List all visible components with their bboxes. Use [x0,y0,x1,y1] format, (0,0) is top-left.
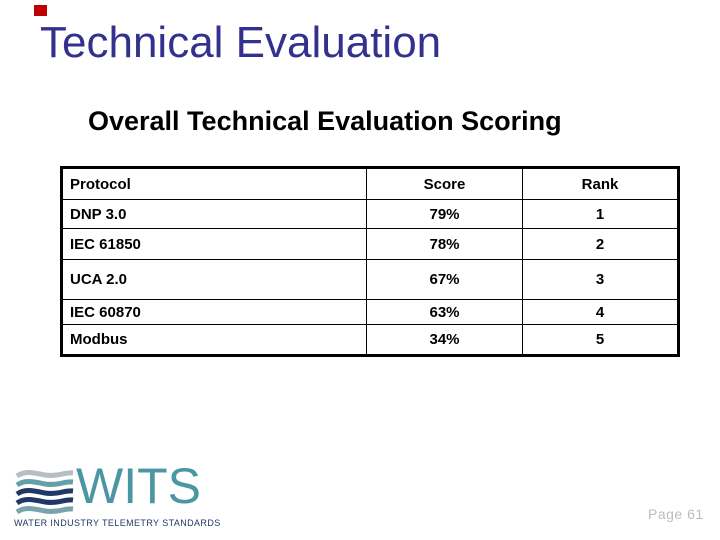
rank-cell: 5 [522,324,679,356]
score-cell: 78% [366,228,523,260]
protocol-cell: UCA 2.0 [61,259,367,300]
wits-logo: WITS WATER INDUSTRY TELEMETRY STANDARDS [14,458,224,530]
slide-title: Technical Evaluation [40,18,442,67]
table-row: DNP 3.0 79% 1 [61,199,679,229]
protocol-cell: DNP 3.0 [61,199,367,229]
table-header-row: Protocol Score Rank [61,167,679,200]
protocol-cell: Modbus [61,324,367,356]
score-cell: 63% [366,299,523,325]
rank-cell: 2 [522,228,679,260]
slide-subtitle: Overall Technical Evaluation Scoring [88,106,562,136]
rank-cell: 4 [522,299,679,325]
table-row: IEC 60870 63% 4 [61,299,679,325]
table-row: UCA 2.0 67% 3 [61,259,679,300]
score-cell: 67% [366,259,523,300]
score-cell: 79% [366,199,523,229]
table-row: IEC 61850 78% 2 [61,228,679,260]
protocol-cell: IEC 61850 [61,228,367,260]
column-header-rank: Rank [522,167,679,200]
rank-cell: 3 [522,259,679,300]
page-number: Page 61 [648,506,704,522]
score-cell: 34% [366,324,523,356]
wits-wordmark: WITS [76,458,201,514]
table-row: Modbus 34% 5 [61,324,679,356]
protocol-cell: IEC 60870 [61,299,367,325]
wits-tagline: WATER INDUSTRY TELEMETRY STANDARDS [14,518,221,528]
wits-waves-icon [15,470,74,515]
column-header-score: Score [366,167,523,200]
red-marker [34,5,47,16]
scoring-table: Protocol Score Rank DNP 3.0 79% 1 IEC 61… [60,166,680,357]
column-header-protocol: Protocol [61,167,367,200]
rank-cell: 1 [522,199,679,229]
